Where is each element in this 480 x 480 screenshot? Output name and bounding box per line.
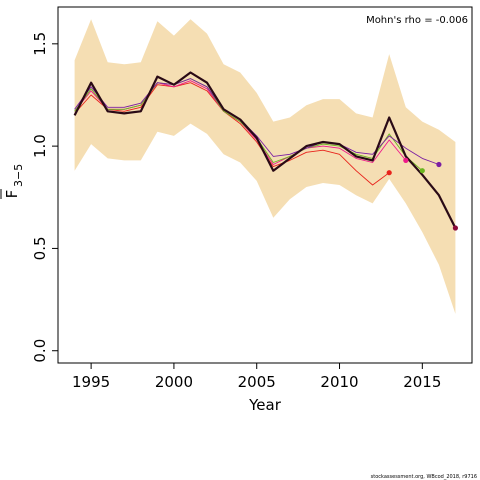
plot-frame — [57, 6, 473, 364]
y-tick-label-0.5: 0.5 — [31, 236, 49, 260]
x-tick-label-2010: 2010 — [320, 373, 358, 391]
x-tick-label-1995: 1995 — [72, 373, 110, 391]
y-axis-title-main: F — [3, 190, 21, 199]
endpoint-marker-2017 — [452, 225, 458, 231]
series-line-peel-1 — [74, 82, 390, 186]
plot-layer — [73, 19, 458, 314]
x-tick-label-2005: 2005 — [238, 373, 276, 391]
series-line-main — [73, 71, 457, 229]
y-axis-title: F 3−5 — [0, 164, 25, 199]
axes-layer: 1995 2000 2005 2010 2015 0.0 0.5 1.0 1.5 — [31, 32, 441, 391]
x-axis-title: Year — [248, 396, 282, 414]
footer-credit: stockassessment.org, WBcod_2018, r9716 — [371, 474, 477, 480]
y-tick-label-0: 0.0 — [31, 339, 49, 363]
endpoint-marker-2016 — [436, 161, 442, 168]
confidence-band — [74, 19, 456, 314]
endpoint-marker-2015 — [419, 168, 425, 174]
x-tick-label-2000: 2000 — [155, 373, 193, 391]
y-tick-label-1.5: 1.5 — [31, 32, 49, 56]
endpoint-marker-2014 — [403, 157, 409, 163]
y-tick-label-1: 1.0 — [31, 134, 49, 158]
y-axis-title-subscript: 3−5 — [12, 164, 25, 187]
endpoint-marker-2013 — [386, 170, 392, 176]
x-tick-label-2015: 2015 — [403, 373, 441, 391]
mohns-rho-annotation: Mohn's rho = -0.006 — [366, 15, 468, 26]
